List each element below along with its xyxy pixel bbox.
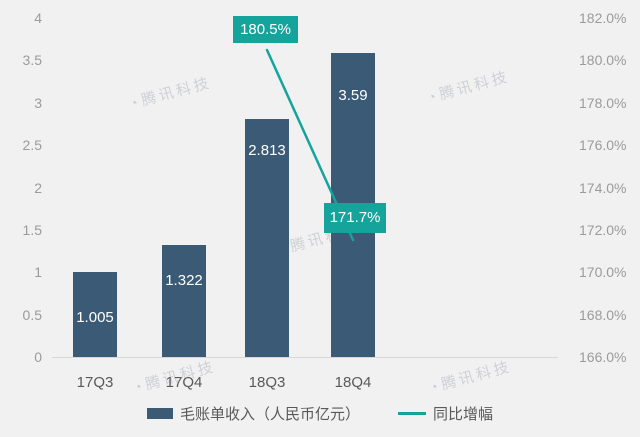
x-axis-label-18q3: 18Q3 — [248, 374, 286, 391]
bar-series-swatch-icon — [146, 408, 173, 419]
bar-value-label: 2.813 — [248, 142, 286, 159]
line-series-swatch-icon — [398, 412, 426, 415]
bar-value-label: 3.59 — [338, 87, 368, 104]
right-axis-tick: 180.0% — [579, 52, 627, 68]
right-axis-tick: 176.0% — [579, 137, 627, 153]
x-axis-label-18q4: 18Q4 — [334, 374, 372, 391]
bar-17q3: 1.005 — [73, 272, 117, 357]
legend-label-bar-series: 毛账单收入（人民币亿元） — [179, 406, 360, 423]
x-axis-label-17q4: 17Q4 — [165, 374, 203, 391]
tencent-logo-icon: ◔ — [425, 87, 438, 106]
left-axis-tick: 4 — [34, 10, 42, 26]
left-axis-tick: 1 — [34, 264, 42, 280]
right-axis-tick: 172.0% — [579, 222, 627, 238]
legend-item-bar-series: 毛账单收入（人民币亿元） — [146, 403, 360, 424]
right-axis-tick: 166.0% — [579, 349, 627, 365]
bar-17q4: 1.322 — [162, 245, 206, 357]
left-axis-tick: 0.5 — [22, 307, 42, 323]
watermark-tencent-tech: ◔腾讯科技 — [427, 358, 514, 396]
left-axis-tick: 3.5 — [22, 52, 42, 68]
x-axis-line — [52, 357, 558, 358]
left-axis-tick: 2 — [34, 180, 42, 196]
tencent-logo-icon: ◔ — [427, 377, 440, 396]
tencent-logo-icon: ◔ — [127, 93, 140, 112]
bar-18q3: 2.813 — [245, 119, 289, 357]
growth-label-18q4: 171.7% — [324, 203, 386, 233]
right-axis-tick: 168.0% — [579, 307, 627, 323]
right-axis-tick: 178.0% — [579, 95, 627, 111]
watermark-tencent-tech: ◔腾讯科技 — [127, 74, 214, 112]
legend-item-line-series: 同比增幅 — [398, 403, 493, 424]
left-axis-tick: 3 — [34, 95, 42, 111]
left-axis-tick: 1.5 — [22, 222, 42, 238]
growth-label-18q3: 180.5% — [233, 16, 298, 43]
right-axis-tick: 174.0% — [579, 180, 627, 196]
tencent-logo-icon: ◔ — [131, 377, 144, 396]
bar-value-label: 1.322 — [165, 272, 203, 289]
bar-value-label: 1.005 — [76, 309, 114, 326]
left-axis-tick: 0 — [34, 349, 42, 365]
right-axis-tick: 170.0% — [579, 264, 627, 280]
legend-label-line-series: 同比增幅 — [433, 406, 494, 423]
x-axis-label-17q3: 17Q3 — [76, 374, 114, 391]
legend: 毛账单收入（人民币亿元） 同比增幅 — [0, 403, 640, 424]
left-axis-tick: 2.5 — [22, 137, 42, 153]
right-axis-tick: 182.0% — [579, 10, 627, 26]
watermark-tencent-tech: ◔腾讯科技 — [425, 68, 512, 106]
